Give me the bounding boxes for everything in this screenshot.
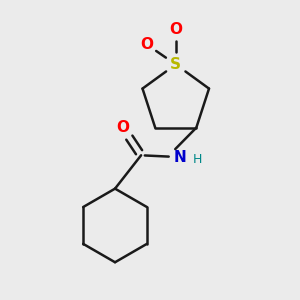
Text: H: H bbox=[193, 153, 202, 167]
Text: O: O bbox=[140, 37, 153, 52]
Text: O: O bbox=[116, 120, 129, 135]
Text: O: O bbox=[169, 22, 182, 37]
Text: S: S bbox=[170, 57, 181, 72]
Text: N: N bbox=[173, 150, 186, 165]
